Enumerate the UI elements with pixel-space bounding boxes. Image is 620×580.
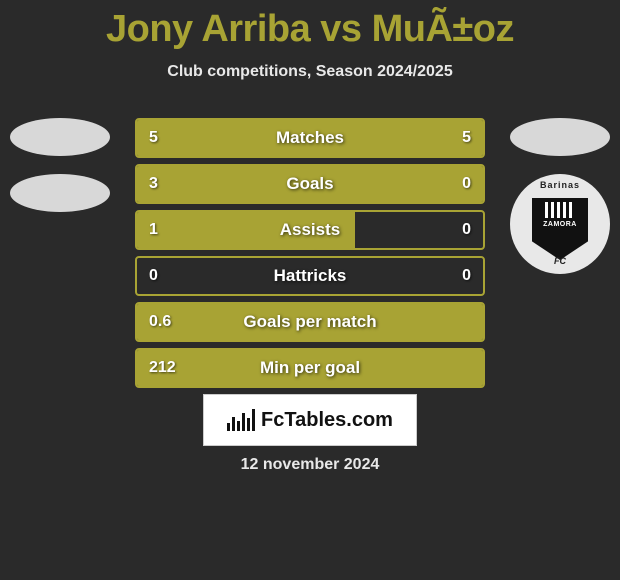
- stat-row: 55Matches: [135, 118, 485, 158]
- stat-label: Goals per match: [137, 312, 483, 332]
- badge-stripes-icon: [545, 202, 575, 218]
- stat-row: 0.6Goals per match: [135, 302, 485, 342]
- stat-row: 00Hattricks: [135, 256, 485, 296]
- team-badge-placeholder: [10, 174, 110, 212]
- badge-arc-text: Barinas: [510, 180, 610, 190]
- stat-row: 10Assists: [135, 210, 485, 250]
- badge-shield-text: ZAMORA: [543, 221, 577, 228]
- team-badge-placeholder: [10, 118, 110, 156]
- brand-logo: FcTables.com: [203, 394, 417, 446]
- page-title: Jony Arriba vs MuÃ±oz: [0, 0, 620, 51]
- brand-text: FcTables.com: [261, 409, 393, 432]
- stat-label: Hattricks: [137, 266, 483, 286]
- stat-label: Goals: [137, 174, 483, 194]
- team-badge-zamora: Barinas ZAMORA FC: [510, 174, 610, 274]
- badge-bottom-text: FC: [554, 256, 566, 266]
- stat-label: Matches: [137, 128, 483, 148]
- badge-shield: ZAMORA: [532, 198, 588, 260]
- stats-comparison: 55Matches 30Goals 10Assists 00Hattricks 0.6G…: [135, 118, 485, 394]
- stat-row: 30Goals: [135, 164, 485, 204]
- left-player-badges: [10, 118, 110, 230]
- date-label: 12 november 2024: [0, 456, 620, 474]
- subtitle: Club competitions, Season 2024/2025: [0, 63, 620, 81]
- stat-row: 212Min per goal: [135, 348, 485, 388]
- right-player-badges: Barinas ZAMORA FC: [510, 118, 610, 274]
- stat-label: Assists: [137, 220, 483, 240]
- bars-icon: [227, 409, 255, 431]
- team-badge-placeholder: [510, 118, 610, 156]
- stat-label: Min per goal: [137, 358, 483, 378]
